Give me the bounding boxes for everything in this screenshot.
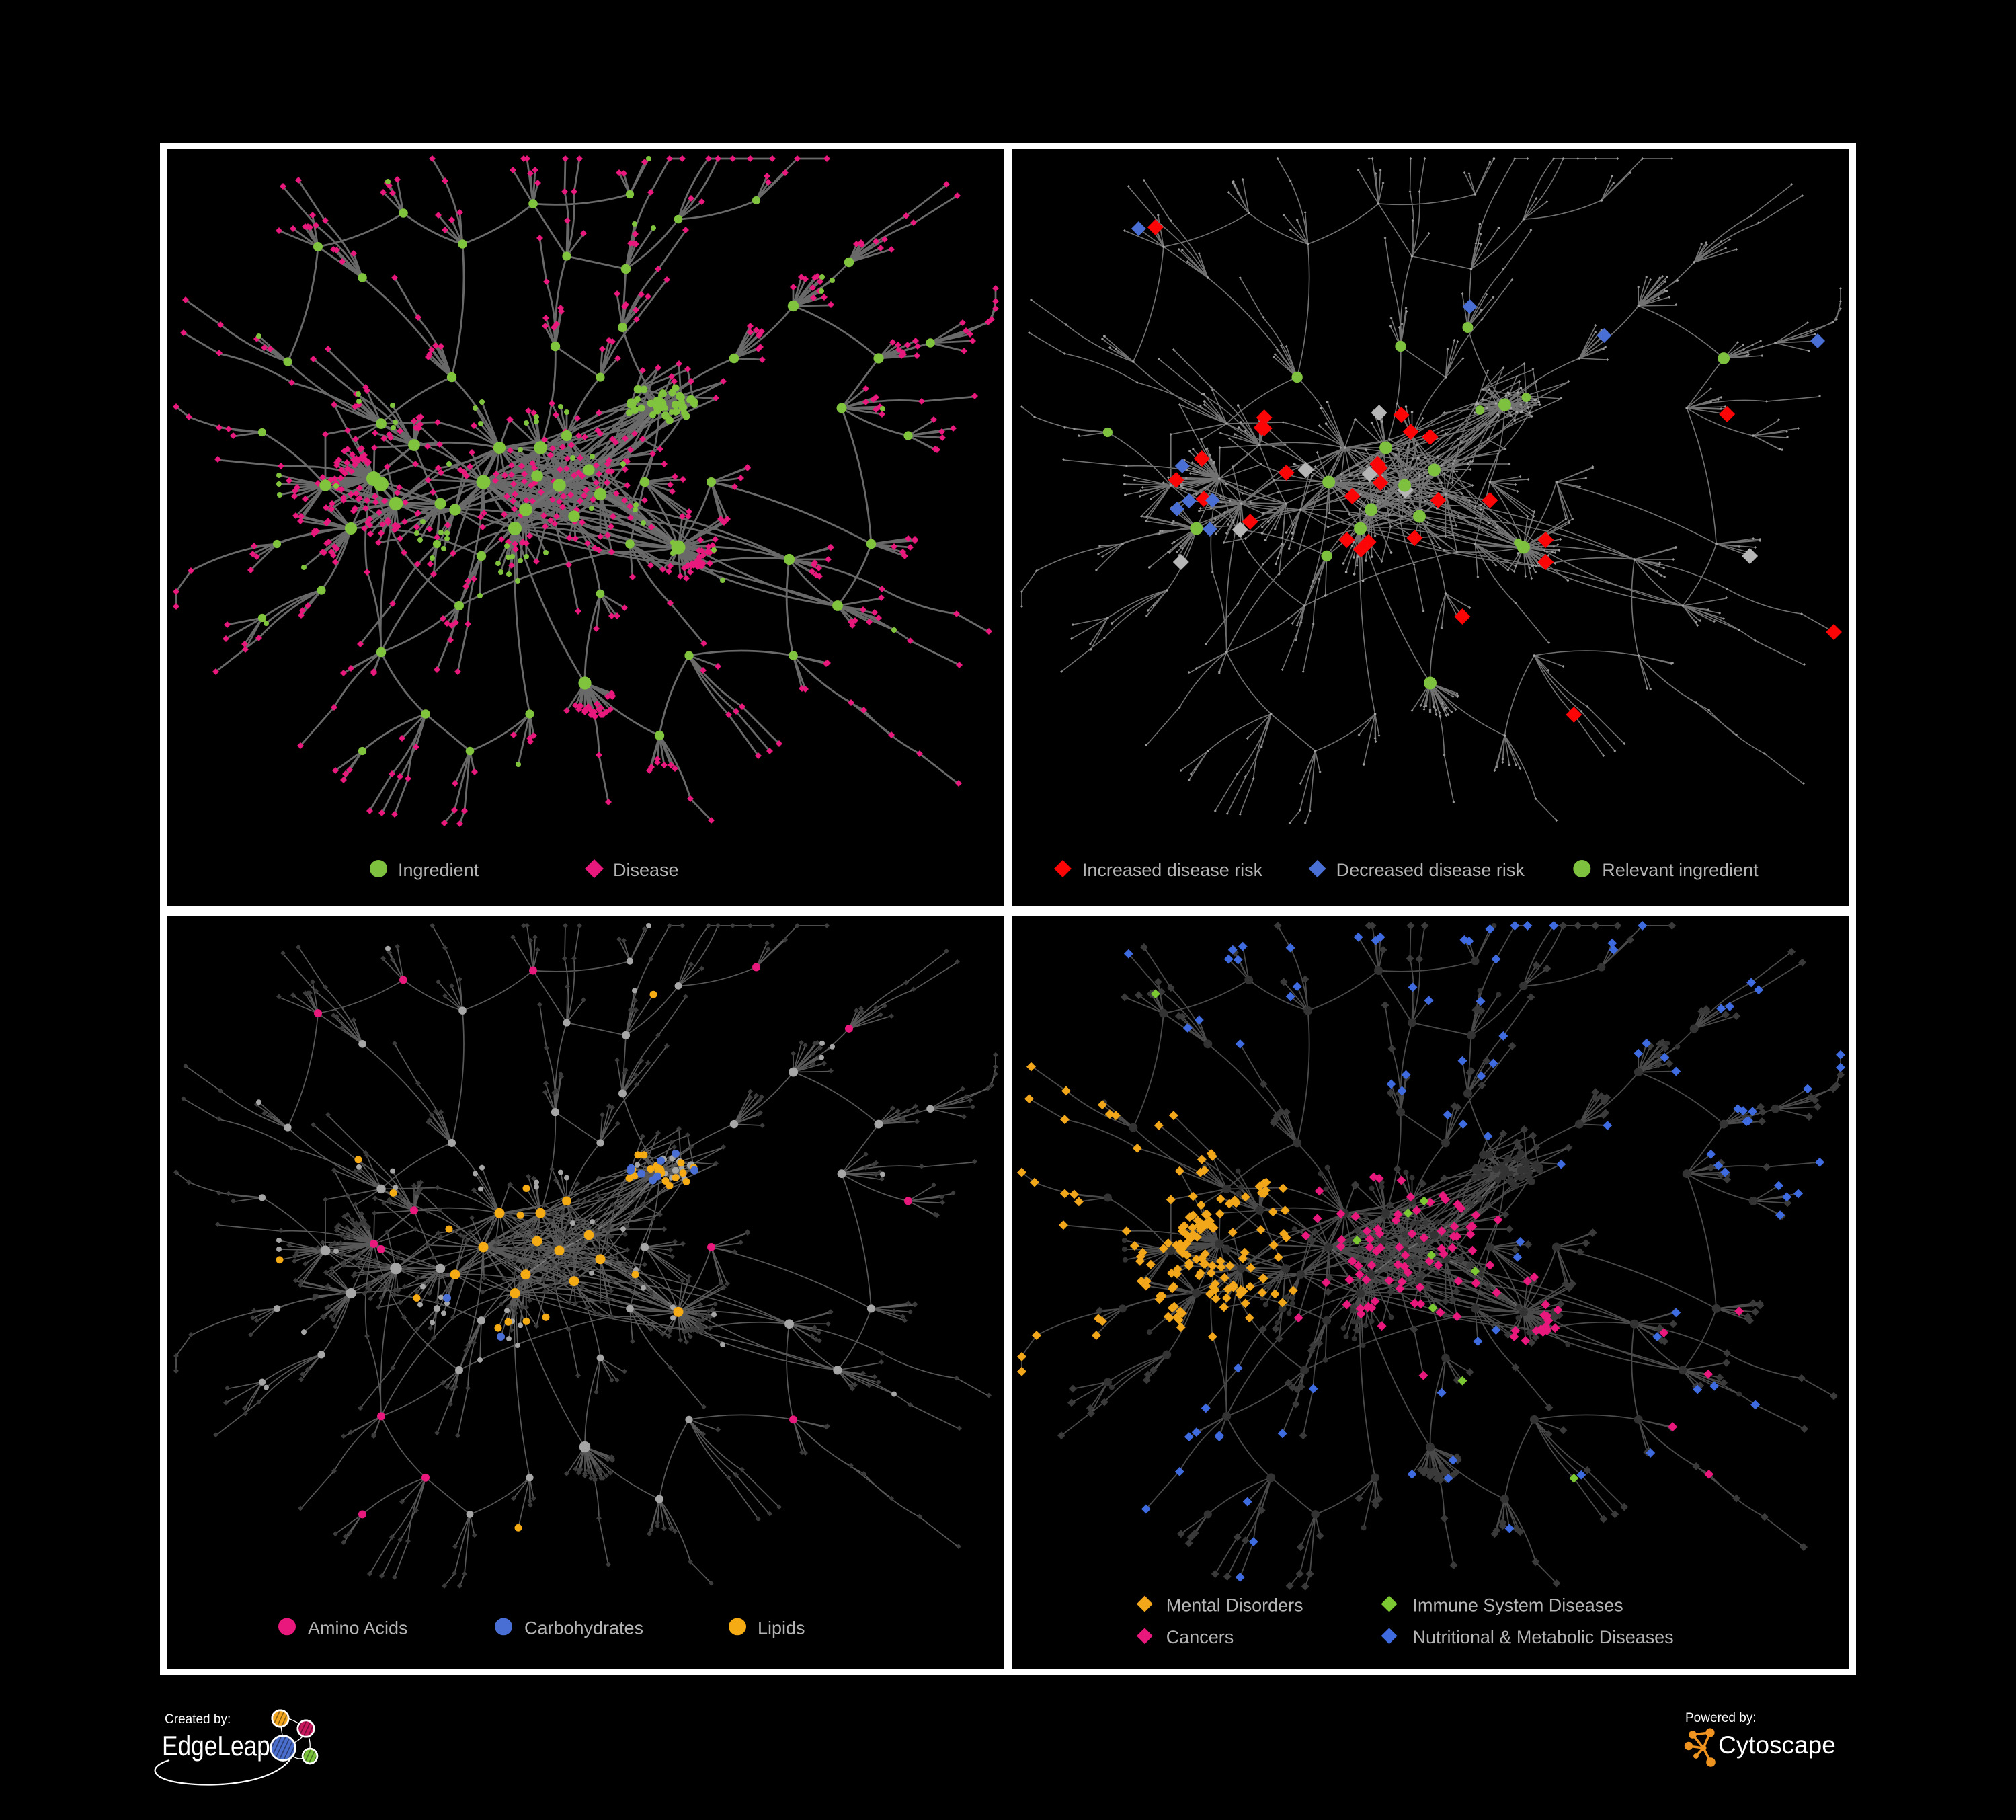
- svg-text:Increased disease risk: Increased disease risk: [1082, 860, 1263, 880]
- svg-text:Immune System Diseases: Immune System Diseases: [1413, 1595, 1623, 1616]
- svg-text:Disease: Disease: [613, 860, 679, 880]
- svg-text:Amino Acids: Amino Acids: [308, 1618, 408, 1638]
- svg-text:Ingredient: Ingredient: [398, 860, 479, 880]
- svg-text:Created by:: Created by:: [165, 1712, 231, 1727]
- svg-text:Nutritional & Metabolic Diseas: Nutritional & Metabolic Diseases: [1413, 1627, 1674, 1647]
- svg-text:Relevant ingredient: Relevant ingredient: [1602, 860, 1759, 880]
- svg-text:Carbohydrates: Carbohydrates: [524, 1618, 643, 1638]
- svg-text:Mental Disorders: Mental Disorders: [1166, 1595, 1303, 1616]
- svg-text:Cancers: Cancers: [1166, 1627, 1234, 1647]
- svg-text:Lipids: Lipids: [758, 1618, 805, 1638]
- svg-text:EdgeLeap: EdgeLeap: [162, 1731, 270, 1762]
- svg-text:Cytoscape: Cytoscape: [1718, 1731, 1836, 1759]
- svg-text:Decreased disease risk: Decreased disease risk: [1336, 860, 1525, 880]
- svg-text:Powered by:: Powered by:: [1685, 1711, 1757, 1725]
